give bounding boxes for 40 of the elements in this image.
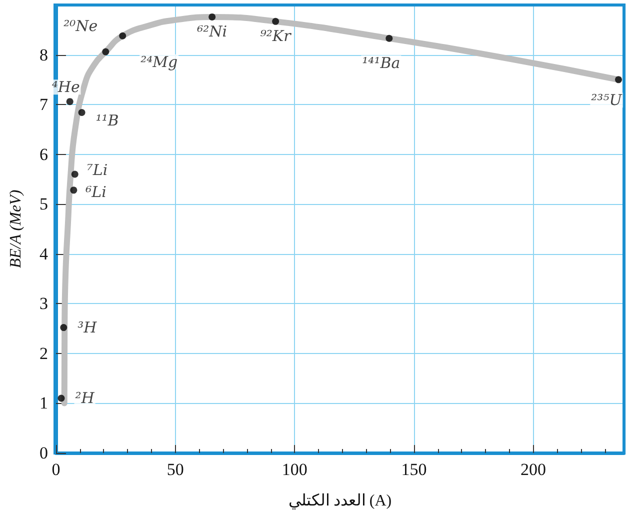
- annotation: ⁷Li: [86, 161, 108, 180]
- y-tick-label: 4: [40, 244, 48, 264]
- y-tick-label: 1: [40, 394, 48, 413]
- point: [66, 98, 74, 106]
- x-tick-label: 50: [166, 460, 184, 479]
- annotation: ³H: [78, 318, 98, 337]
- x-tick-label: 0: [52, 460, 60, 479]
- point: [119, 32, 126, 40]
- point: [70, 186, 78, 194]
- y-tick-label: 0: [40, 444, 48, 462]
- annotation: ²⁰Ne: [64, 16, 98, 35]
- y-axis-title: BE/A (MeV): [8, 190, 24, 268]
- point: [78, 109, 86, 116]
- point: [58, 394, 65, 402]
- y-tick-label: 5: [40, 194, 48, 214]
- annotation: ¹¹B: [96, 112, 119, 130]
- y-tick-label: 6: [40, 144, 48, 164]
- point: [208, 13, 216, 20]
- x-tick-label: 100: [282, 460, 308, 479]
- annotation: ⁹²Kr: [260, 26, 292, 45]
- x-axis-title: العدد الكتلي (A): [288, 492, 392, 510]
- annotation: ⁶²Ni: [196, 22, 228, 40]
- x-tick-label: 200: [520, 460, 546, 479]
- y-tick-label: 8: [40, 45, 48, 64]
- point: [71, 170, 78, 178]
- y-tick-label: 3: [40, 294, 48, 314]
- annotation: ¹⁴¹Ba: [362, 54, 400, 72]
- annotation: ²H: [75, 389, 96, 408]
- y-tick-label: 2: [40, 344, 48, 363]
- point: [386, 34, 393, 42]
- annotation: ⁴He: [52, 78, 80, 96]
- y-tick-label: 7: [40, 95, 48, 114]
- point: [272, 18, 280, 25]
- point: [102, 48, 110, 56]
- annotation: ⁶Li: [84, 183, 107, 202]
- annotation: ²³⁵U: [591, 91, 624, 110]
- annotation: ²⁴Mg: [140, 52, 178, 71]
- point: [615, 76, 622, 84]
- point: [60, 324, 68, 332]
- x-tick-label: 150: [401, 460, 427, 479]
